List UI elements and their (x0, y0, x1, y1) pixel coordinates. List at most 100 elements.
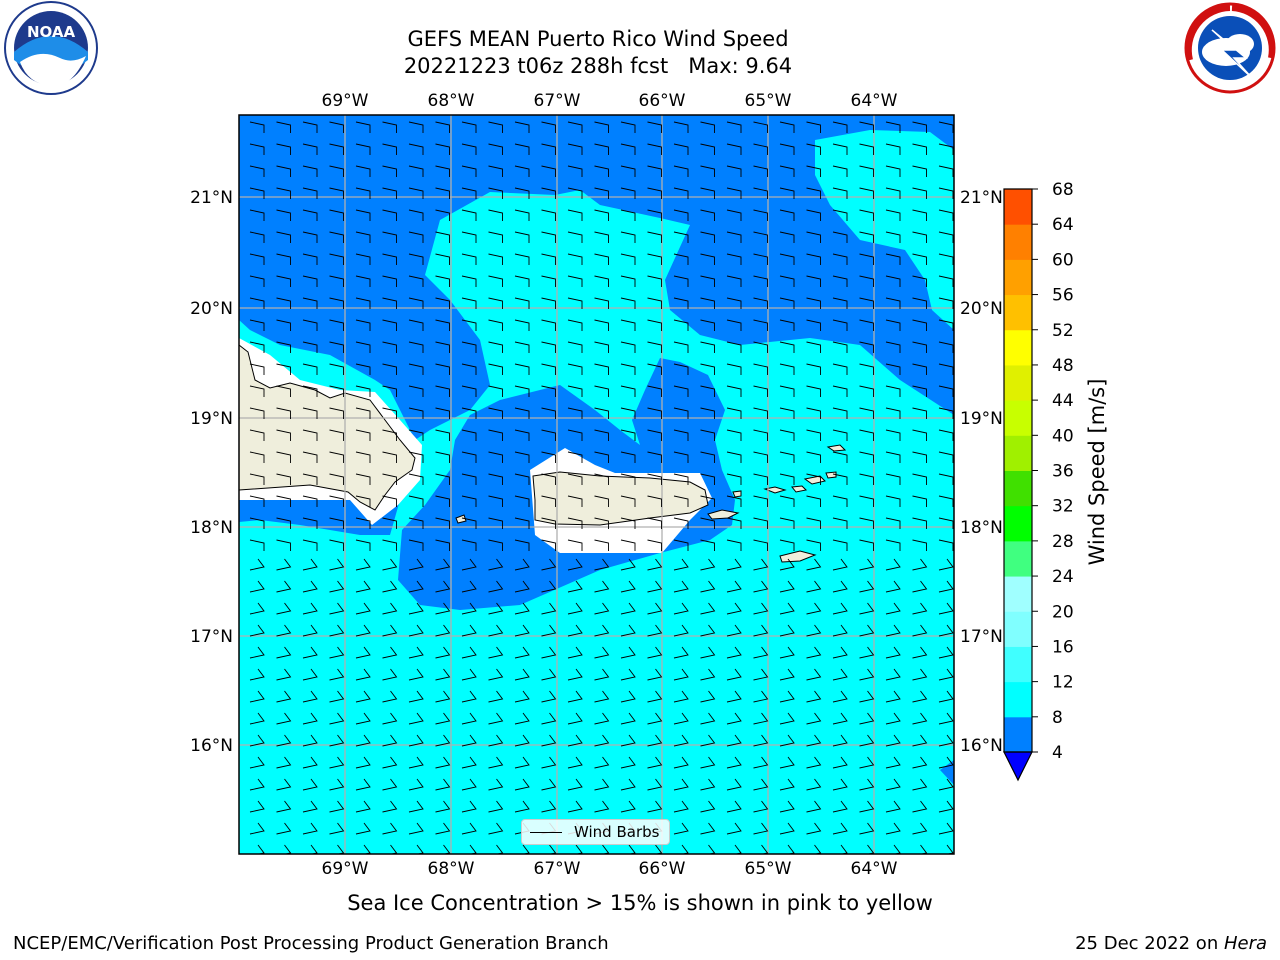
wind-barb-glyph (488, 385, 503, 397)
wind-barb-glyph (514, 624, 530, 637)
wind-barb-glyph (806, 297, 821, 309)
wind-barb-glyph (435, 209, 450, 221)
wind-barb-glyph (893, 844, 901, 854)
wind-barb-glyph (832, 778, 848, 791)
wind-barb-glyph (779, 143, 795, 155)
wind-barb-glyph (620, 143, 636, 155)
wind-barb-glyph (329, 341, 344, 353)
wind-barb-glyph (435, 187, 450, 199)
wind-barb-glyph (408, 822, 424, 835)
wind-barb-glyph (620, 319, 636, 331)
wind-barb-glyph (461, 341, 477, 353)
wind-barb-glyph (726, 319, 742, 331)
wind-barb-glyph (408, 363, 424, 375)
wind-barb-glyph (647, 690, 663, 703)
wind-barb-glyph (832, 473, 848, 485)
colorbar-tick-label: 12 (1052, 673, 1074, 693)
wind-barb-glyph (700, 778, 716, 791)
wind-barb-glyph (806, 602, 822, 615)
wind-barb-glyph (647, 121, 662, 133)
wind-barb-glyph (461, 473, 477, 485)
wind-barb-glyph (806, 800, 822, 813)
wind-barb-glyph (249, 495, 265, 507)
wind-barb-glyph (567, 558, 583, 571)
wind-barb-glyph (700, 209, 715, 221)
wind-barb-glyph (779, 407, 795, 419)
wind-barb-glyph (276, 668, 292, 681)
wind-barb-glyph (806, 231, 821, 243)
wind-barb-glyph (912, 580, 928, 593)
wind-barb-glyph (567, 187, 583, 199)
wind-barb-glyph (753, 385, 768, 397)
wind-barb-glyph (594, 297, 609, 309)
wind-barb-glyph (620, 209, 636, 221)
wind-barb-glyph (726, 473, 742, 485)
wind-barb-glyph (832, 624, 848, 637)
colorbar-segment (1004, 646, 1032, 683)
wind-barb-glyph (938, 646, 954, 659)
wind-barb-glyph (647, 297, 662, 309)
wind-barb-glyph (408, 121, 424, 133)
wind-barb-glyph (514, 253, 530, 265)
wind-barb-glyph (276, 602, 292, 615)
wind-barb-glyph (885, 253, 901, 265)
island-anegada (826, 444, 847, 452)
wind-barb-glyph (329, 143, 344, 155)
island-vieques (707, 509, 740, 520)
wind-barb-glyph (382, 165, 397, 177)
wind-barb-glyph (355, 473, 371, 485)
wind-barb-glyph (647, 580, 663, 593)
wind-barb-glyph (647, 646, 663, 659)
wind-barb-glyph (567, 712, 583, 725)
wind-barb-glyph (859, 712, 875, 725)
wind-barb-glyph (302, 231, 318, 243)
wind-barb-glyph (859, 495, 874, 507)
wind-barb-glyph (329, 187, 344, 199)
wind-barb-glyph (779, 341, 795, 353)
wind-barb-glyph (859, 429, 874, 441)
wind-barb-glyph (249, 624, 265, 637)
wind-barb-glyph (753, 297, 768, 309)
wind-barb-glyph (647, 668, 663, 681)
wind-barb-glyph (408, 668, 424, 681)
wind-barb-glyph (673, 187, 689, 199)
wind-barb-glyph (249, 558, 265, 571)
wind-barb-glyph (938, 429, 954, 441)
wind-barb-glyph (726, 363, 742, 375)
colorbar-tick-label: 56 (1052, 286, 1074, 306)
wind-barb-glyph (408, 602, 424, 615)
wind-barb-glyph (594, 407, 609, 419)
wind-barb-glyph (382, 822, 398, 835)
wind-barb-glyph (779, 690, 795, 703)
wind-barb-glyph (302, 429, 318, 441)
wind-barb-glyph (779, 451, 795, 463)
wind-barb-glyph (779, 385, 795, 397)
wind-barb-glyph (435, 319, 450, 331)
wind-barb-glyph (435, 558, 451, 571)
wind-barb-glyph (302, 451, 318, 463)
wind-barb-glyph (541, 253, 556, 265)
wind-barb-glyph (938, 822, 954, 835)
wind-barb-glyph (435, 143, 450, 155)
wind-barb-glyph (620, 363, 636, 375)
wind-barb-glyph (673, 756, 689, 769)
wind-barb-glyph (461, 495, 477, 507)
lon-label-top: 68°W (428, 91, 475, 111)
wind-barb-glyph (355, 143, 371, 155)
wind-barb-glyph (912, 756, 928, 769)
wind-barb-glyph (488, 624, 504, 637)
wind-barb-glyph (567, 429, 583, 441)
wind-barb-glyph (594, 558, 610, 571)
wind-barb-glyph (469, 844, 477, 854)
wind-barb-glyph (302, 253, 318, 265)
wind-barb-glyph (700, 668, 716, 681)
wind-barb-glyph (726, 297, 742, 309)
wind-barb-glyph (647, 363, 662, 375)
wind-barb-glyph (700, 646, 716, 659)
wind-barb-glyph (647, 429, 662, 441)
wind-barb-glyph (912, 407, 927, 419)
wind-barb-glyph (859, 646, 875, 659)
wind-barb-glyph (726, 822, 742, 835)
wind-barb-glyph (541, 385, 556, 397)
wind-barb-glyph (700, 690, 716, 703)
